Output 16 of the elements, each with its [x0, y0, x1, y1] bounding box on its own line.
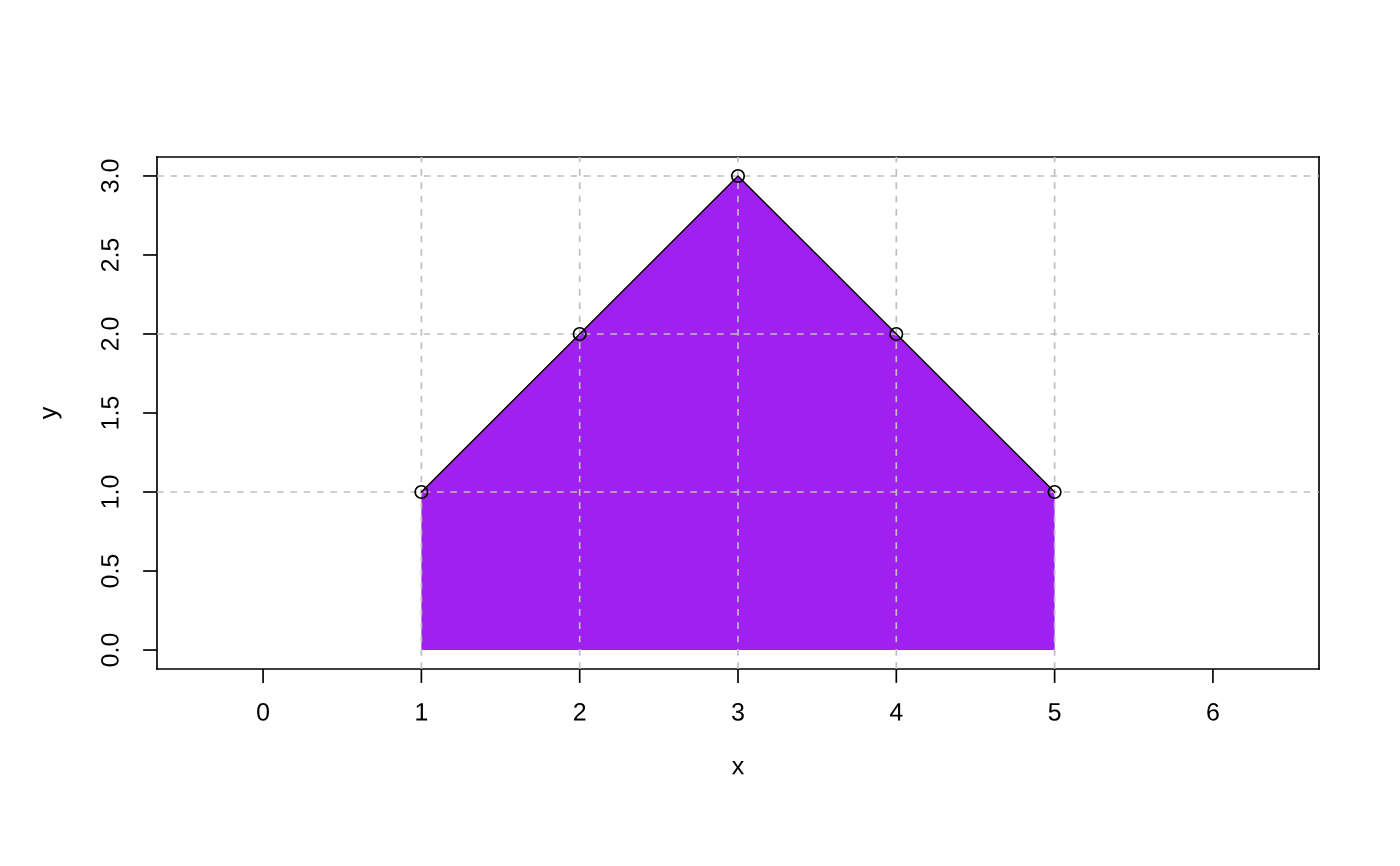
- x-tick-label: 5: [1048, 703, 1061, 721]
- y-tick-label: 2.0: [101, 317, 119, 351]
- x-tick-label: 4: [889, 703, 903, 721]
- y-axis-title: y: [43, 406, 62, 420]
- y-tick-label: 0.0: [101, 633, 119, 667]
- x-tick-label: 1: [416, 703, 428, 721]
- x-tick-label: 0: [257, 702, 270, 721]
- y-tick-label: 1.5: [101, 396, 119, 429]
- y-tick-label: 0.5: [101, 554, 119, 588]
- x-axis-title: x: [732, 761, 744, 775]
- x-tick-label: 3: [732, 702, 744, 721]
- y-tick-label: 3.0: [101, 159, 119, 193]
- x-tick-label: 2: [574, 702, 586, 721]
- y-tick-label: 2.5: [101, 238, 119, 272]
- x-tick-label: 6: [1207, 702, 1219, 721]
- y-tick-label: 1.0: [101, 475, 119, 508]
